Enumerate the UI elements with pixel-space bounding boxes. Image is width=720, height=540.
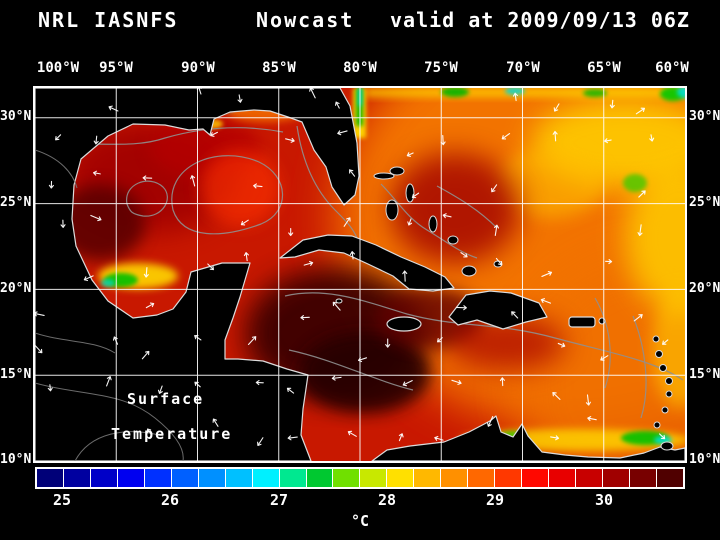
lon-tick-label: 95°W [99,60,133,76]
annotation-surface: Surface [127,390,204,408]
colorbar-tick-label: 26 [160,491,180,509]
colorbar-cell [414,469,442,487]
colorbar-tick-label: 25 [52,491,72,509]
puerto-rico [568,316,596,328]
colorbar-cell [495,469,523,487]
colorbar-tick-label: 30 [594,491,614,509]
lat-tick-label: 30°N [689,109,720,124]
grid-lines [35,88,685,461]
colorbar-cell [225,469,253,487]
current-arrows [35,88,669,447]
lat-tick-label: 10°N [689,452,720,467]
lon-tick-label: 85°W [262,60,296,76]
lon-tick-label: 70°W [506,60,540,76]
colorbar-cell [387,469,415,487]
colorbar-cell [656,469,683,487]
lat-tick-label: 25°N [689,195,720,210]
lesser-antilles-islands [598,317,674,451]
colorbar-cell [360,469,388,487]
colorbar-unit-label: °C [350,512,370,530]
colorbar-cell [90,469,118,487]
colorbar-cell [63,469,91,487]
colorbar-tick-label: 29 [485,491,505,509]
colorbar-cell [468,469,496,487]
colorbar-cell [603,469,630,487]
colorbar-cell [252,469,280,487]
lat-tick-label: 15°N [0,367,32,382]
sst-map: Surface Temperature [35,88,685,461]
lat-tick-label: 25°N [0,195,32,210]
lon-tick-label: 80°W [343,60,377,76]
model-name: NRL IASNFS [38,8,179,32]
colorbar-cell [522,469,550,487]
bahamas-islands [335,166,503,304]
colorbar-cell [306,469,334,487]
sst-map-canvas: Surface Temperature [35,88,685,461]
map-annotation: Surface Temperature [111,390,232,443]
colorbar-cell [37,469,64,487]
product-name: Nowcast [256,8,355,32]
cuba [279,234,455,292]
jamaica [386,316,422,332]
colorbar-cell [549,469,577,487]
lon-tick-label: 60°W [655,60,689,76]
lat-tick-label: 20°N [0,281,32,296]
colorbar-cell [171,469,199,487]
colorbar [35,467,685,489]
colorbar-cell [441,469,469,487]
lon-tick-label: 65°W [587,60,621,76]
lon-tick-label: 75°W [424,60,458,76]
colorbar-cell [198,469,226,487]
valid-time: valid at 2009/09/13 06Z [390,8,690,32]
lat-tick-label: 15°N [689,367,720,382]
colorbar-cell [629,469,657,487]
depth-contours [36,125,684,419]
colorbar-cell [576,469,604,487]
colorbar-cell [279,469,307,487]
lat-tick-label: 30°N [0,109,32,124]
colorbar-tick-label: 27 [269,491,289,509]
colorbar-tick-label: 28 [377,491,397,509]
lat-tick-label: 10°N [0,452,32,467]
lat-tick-label: 20°N [689,281,720,296]
colorbar-cell [144,469,172,487]
colorbar-cell [333,469,361,487]
lon-tick-label: 90°W [181,60,215,76]
colorbar-cell [117,469,145,487]
annotation-temperature: Temperature [111,425,232,443]
lon-tick-label: 100°W [36,60,80,76]
